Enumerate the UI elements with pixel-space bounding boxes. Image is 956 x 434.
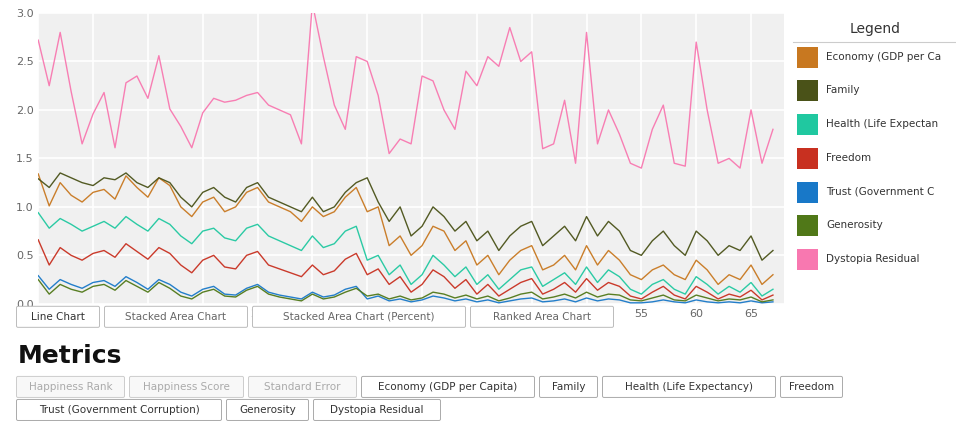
Text: Happiness Rank: Happiness Rank [29,382,112,392]
FancyBboxPatch shape [470,306,614,327]
FancyBboxPatch shape [129,376,244,398]
FancyBboxPatch shape [796,182,818,203]
FancyBboxPatch shape [104,306,248,327]
Text: Economy (GDP per Ca: Economy (GDP per Ca [826,52,941,62]
Text: Ranked Area Chart: Ranked Area Chart [493,312,591,322]
FancyBboxPatch shape [796,215,818,237]
FancyBboxPatch shape [796,148,818,169]
FancyBboxPatch shape [16,376,124,398]
Text: Trust (Government Corruption): Trust (Government Corruption) [38,405,200,415]
FancyBboxPatch shape [780,376,842,398]
FancyBboxPatch shape [361,376,534,398]
FancyBboxPatch shape [16,306,99,327]
FancyBboxPatch shape [252,306,466,327]
FancyBboxPatch shape [796,249,818,270]
FancyBboxPatch shape [227,399,309,421]
FancyBboxPatch shape [314,399,441,421]
Text: Dystopia Residual: Dystopia Residual [826,254,920,264]
Text: Generosity: Generosity [826,220,882,230]
Text: Health (Life Expectan: Health (Life Expectan [826,119,938,129]
FancyBboxPatch shape [539,376,598,398]
Text: Happiness Score: Happiness Score [143,382,230,392]
Text: Stacked Area Chart (Percent): Stacked Area Chart (Percent) [283,312,435,322]
Text: Freedom: Freedom [789,382,834,392]
Text: Line Chart: Line Chart [31,312,85,322]
FancyBboxPatch shape [796,114,818,135]
Text: Health (Life Expectancy): Health (Life Expectancy) [625,382,753,392]
Text: Legend: Legend [849,22,901,36]
Text: Metrics: Metrics [18,344,122,368]
Text: Stacked Area Chart: Stacked Area Chart [125,312,227,322]
FancyBboxPatch shape [16,399,222,421]
Text: Generosity: Generosity [239,405,295,415]
FancyBboxPatch shape [602,376,775,398]
Text: Freedom: Freedom [826,153,871,163]
Text: Economy (GDP per Capita): Economy (GDP per Capita) [379,382,517,392]
Text: Family: Family [552,382,585,392]
Text: Trust (Government C: Trust (Government C [826,187,934,197]
FancyBboxPatch shape [796,80,818,102]
FancyBboxPatch shape [796,47,818,68]
FancyBboxPatch shape [249,376,357,398]
Text: Dystopia Residual: Dystopia Residual [330,405,424,415]
Text: Standard Error: Standard Error [264,382,340,392]
Text: Family: Family [826,85,859,95]
